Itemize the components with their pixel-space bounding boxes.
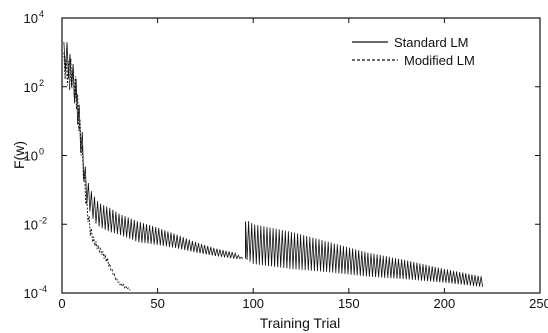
y-tick-label-4: 10 [24,11,38,26]
x-tick-label-3: 150 [338,296,360,311]
x-tick-label-2: 100 [242,296,264,311]
x-tick-label-5: 250 [529,296,548,311]
x-tick-label-4: 200 [434,296,456,311]
y-tick-label-0: 10 [24,286,38,301]
legend-label-modified-lm: Modified LM [404,53,475,68]
series-standard-lm [63,41,483,287]
series-layer [63,41,483,291]
series-modified-lm [63,52,131,291]
y-tick-label-3: 10 [24,80,38,95]
x-tick-label-1: 50 [150,296,164,311]
series-line-0-1 [245,221,483,287]
legend: Standard LM Modified LM [352,35,475,68]
y-tick-exp-0: -4 [39,284,47,294]
series-line-0-0 [63,41,244,260]
y-tick-exp-4: 4 [39,9,44,19]
y-axis-title: F(w) [11,141,27,169]
y-tick-label-2: 10 [24,149,38,164]
y-tick-exp-2: 0 [39,147,44,157]
x-axis-title: Training Trial [260,315,340,331]
series-line-1-0 [63,52,131,291]
legend-label-standard-lm: Standard LM [394,35,468,50]
x-tick-label-0: 0 [58,296,65,311]
y-tick-exp-3: 2 [39,78,44,88]
y-tick-exp-1: -2 [39,215,47,225]
y-tick-label-1: 10 [24,217,38,232]
